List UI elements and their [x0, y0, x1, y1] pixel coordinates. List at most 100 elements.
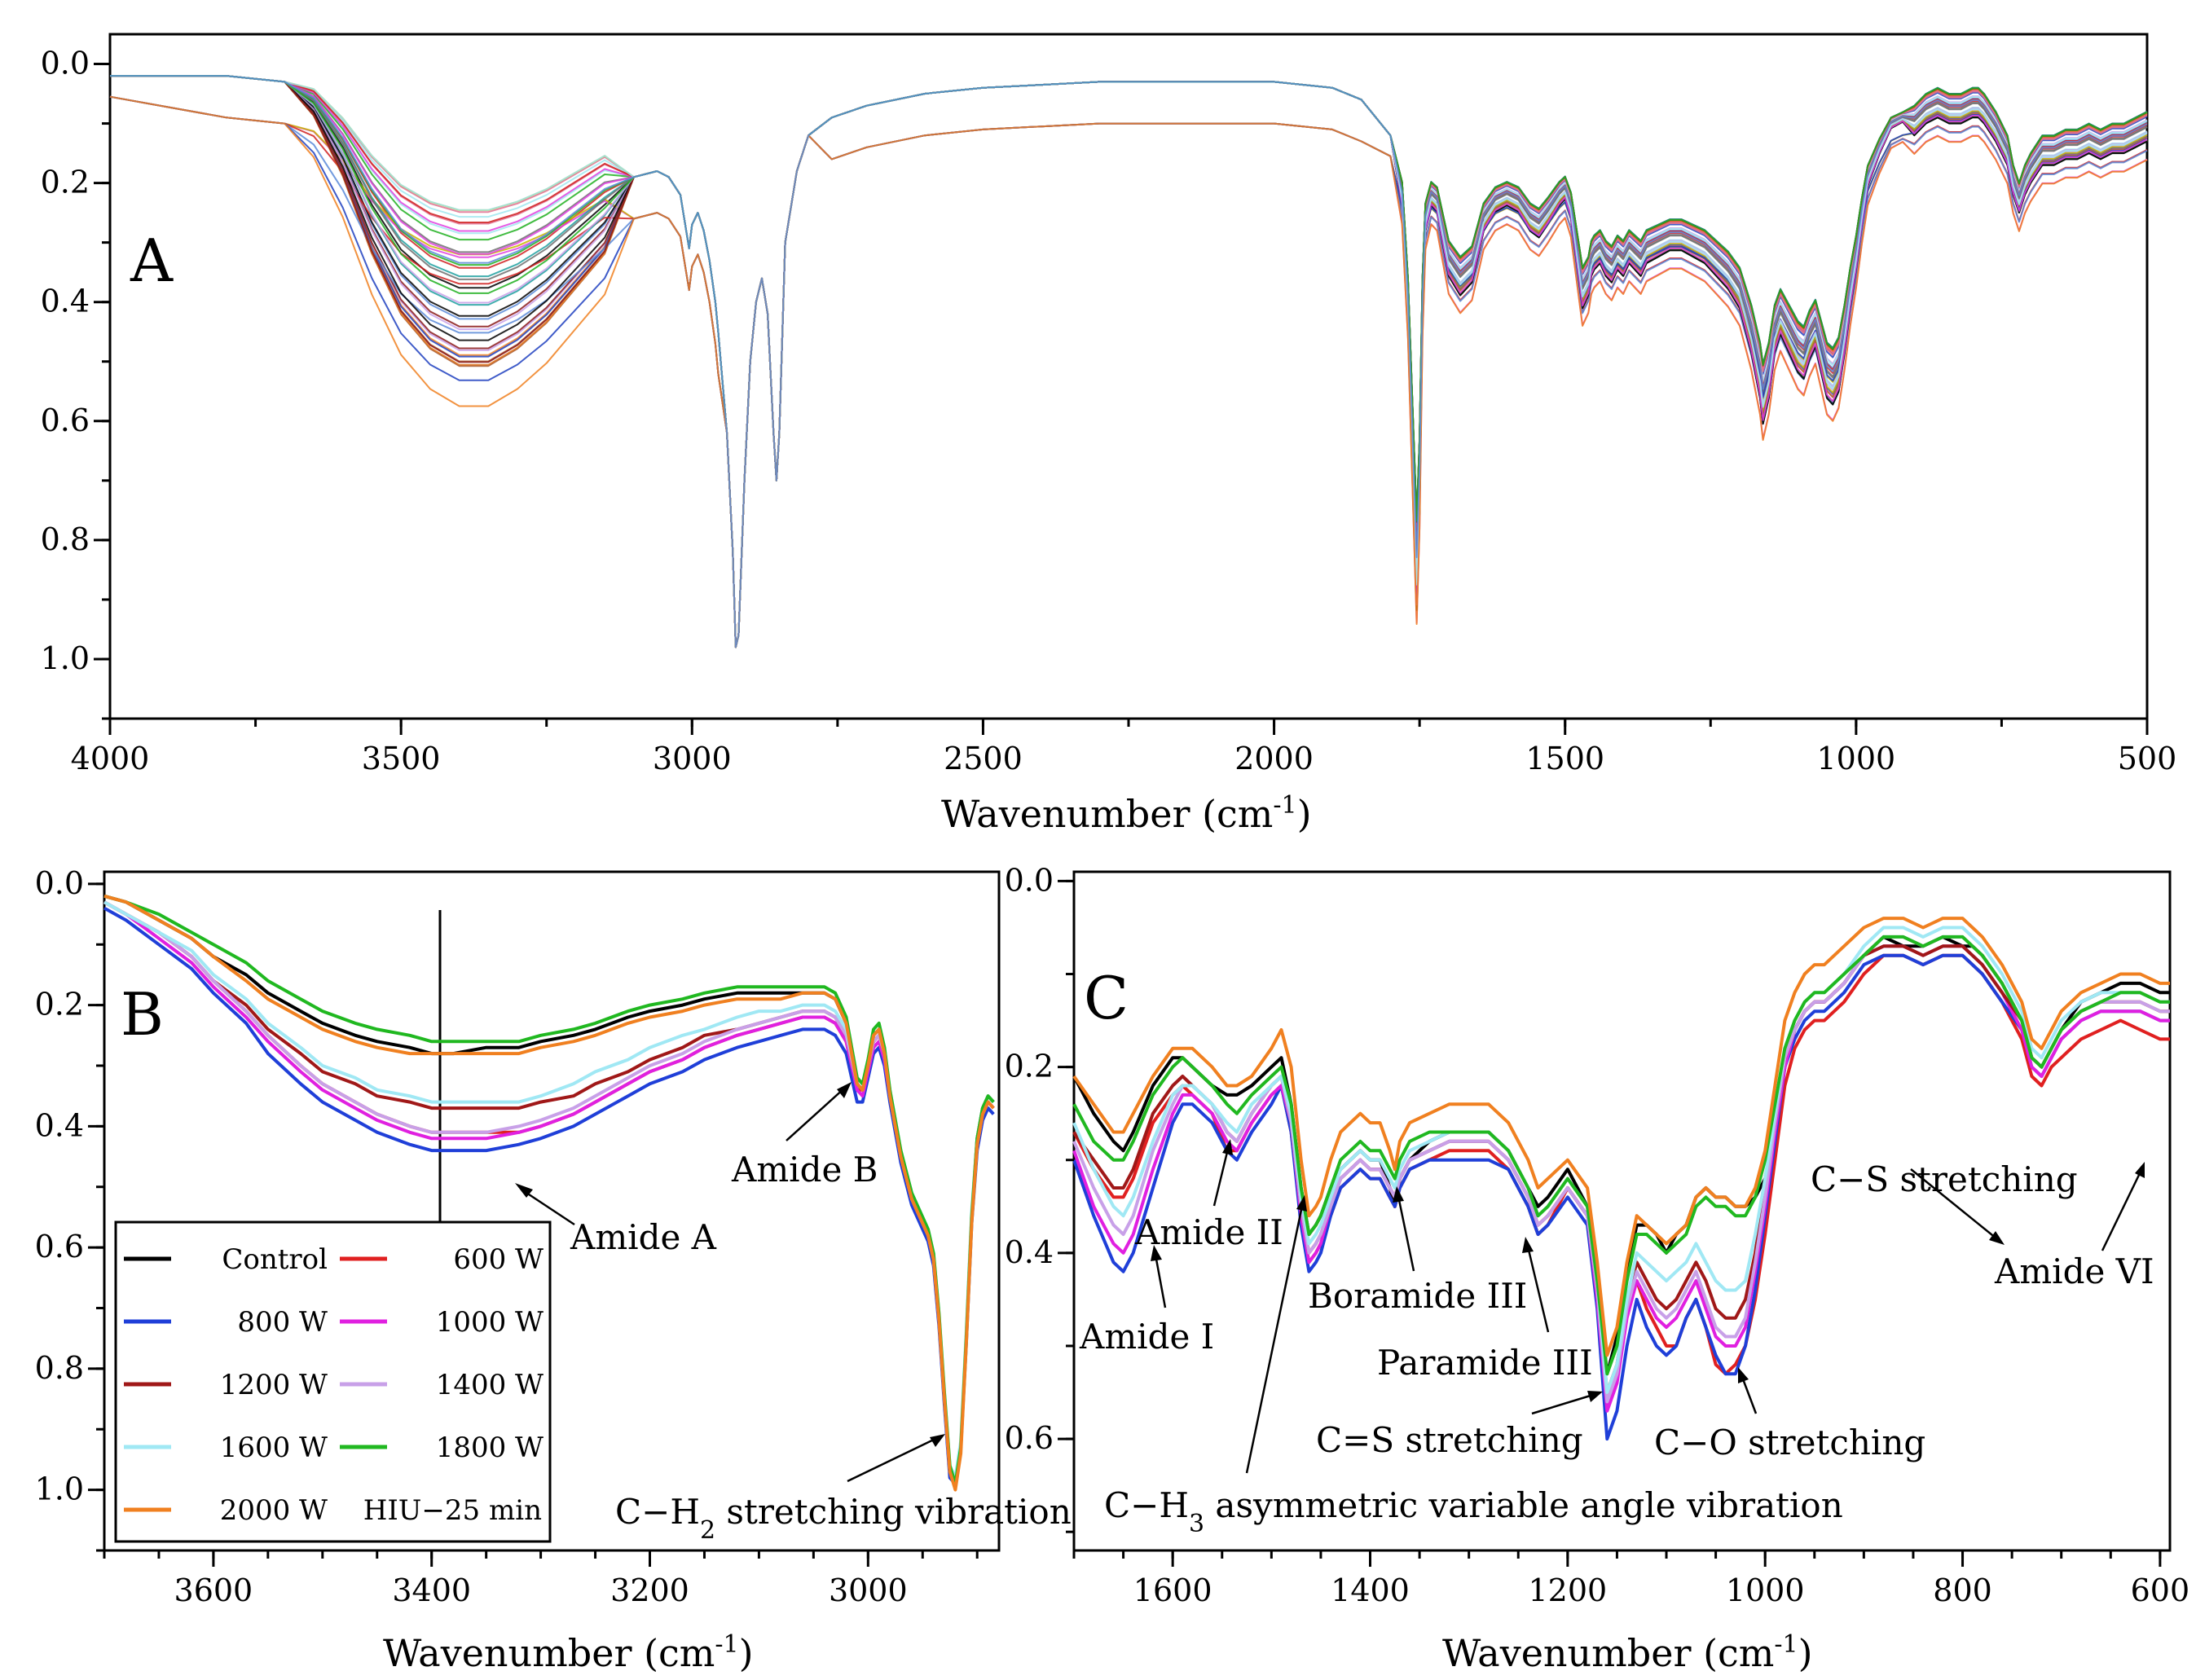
panel-b-label: B [121, 980, 164, 1049]
annotation-arrow-amide-ii [1212, 1148, 1230, 1207]
y-tick-label: 0.0 [41, 46, 90, 81]
panel-a-y-ticks: 0.0 0.2 0.4 0.6 0.8 1.0 [41, 46, 110, 720]
x-tick-label: 500 [2118, 741, 2177, 776]
panel-c: 1600 1400 1200 1000 800 600 0.0 0.2 0.4 0.6 C Wa… [1005, 862, 2190, 1675]
annotation-arrow-amide-i [1154, 1254, 1167, 1308]
annotation-c-s-stretching: C−S stretching [1811, 1159, 2078, 1199]
panel-c-y-ticks: 0.0 0.2 0.4 0.6 [1005, 862, 1074, 1533]
annotation-amide-a: Amide A [570, 1217, 717, 1257]
x-tick-label: 1000 [1726, 1572, 1805, 1608]
series-line-2000-w [103, 894, 995, 1492]
arrowhead-icon [1151, 1245, 1162, 1261]
annotation-arrow-ch3 [1245, 1205, 1304, 1474]
annotation-arrow-amide-b [786, 1087, 846, 1141]
arrowhead-icon [1738, 1367, 1749, 1383]
legend-title: HIU−25 min [363, 1494, 542, 1527]
legend-label: Control [222, 1243, 328, 1276]
annotation-arrow-cs-double [1531, 1393, 1594, 1415]
arrowhead-icon [1296, 1195, 1307, 1212]
annotation-amide-ii: Amide II [1134, 1212, 1283, 1252]
arrowhead-icon [1393, 1186, 1404, 1203]
annotation-amide-b: Amide B [731, 1150, 878, 1190]
panel-b-x-ticks: 3600 3400 3200 3000 [103, 1550, 979, 1608]
legend-label: 800 W [237, 1306, 328, 1339]
y-tick-label: 0.6 [1005, 1420, 1054, 1456]
x-tick-label: 3000 [829, 1572, 908, 1608]
y-tick-label: 0.6 [35, 1229, 84, 1264]
x-tick-label: 1000 [1816, 741, 1895, 776]
legend-label: 1400 W [436, 1369, 543, 1401]
legend-label: 1000 W [436, 1306, 543, 1339]
x-tick-label: 3000 [653, 741, 732, 776]
y-tick-label: 0.6 [41, 402, 90, 438]
legend-label: 600 W [453, 1243, 543, 1276]
panel-c-frame [1072, 870, 2172, 1552]
panel-b-frame [103, 870, 1001, 1552]
panel-b-x-axis-title: Wavenumber (cm-1) [383, 1630, 754, 1676]
panel-b-series-group [103, 894, 995, 1492]
annotation-ch2-stretching: C−H2 stretching vibration [615, 1492, 1072, 1545]
arrowhead-icon [1587, 1391, 1603, 1402]
x-tick-label: 4000 [71, 741, 150, 776]
x-tick-label: 800 [1933, 1572, 1992, 1608]
y-tick-label: 1.0 [35, 1471, 84, 1507]
y-tick-label: 0.2 [41, 165, 90, 200]
panel-c-annotations: Amide I Amide II Boramide III Paramide I… [1079, 1139, 2154, 1538]
arrowhead-icon [1522, 1237, 1534, 1253]
panel-b: 3600 3400 3200 3000 0.0 0.2 0.4 0.6 0.8 1.0 B Wa… [35, 865, 1072, 1675]
arrowhead-icon [930, 1434, 945, 1447]
x-tick-label: 2500 [944, 741, 1023, 776]
y-tick-label: 0.2 [35, 987, 84, 1023]
annotation-c-s-double-stretching: C=S stretching [1316, 1420, 1583, 1460]
legend-box [114, 1220, 552, 1543]
panel-b-legend: Control 600 W 800 W 1000 W 1200 W 1400 W 1600 … [114, 1220, 552, 1543]
y-tick-label: 0.4 [35, 1107, 84, 1143]
annotation-ch3-asymmetric: C−H3 asymmetric variable angle vibration [1104, 1485, 1843, 1538]
spectrum-line [110, 75, 2148, 649]
x-tick-label: 1200 [1528, 1572, 1607, 1608]
annotation-arrow-amide-vi [2101, 1171, 2142, 1251]
annotation-paramide-iii: Paramide III [1377, 1343, 1593, 1383]
annotation-amide-vi: Amide VI [1994, 1251, 2154, 1291]
legend-label: 1600 W [220, 1432, 328, 1464]
annotation-arrow-ch2 [847, 1436, 938, 1483]
panel-c-x-ticks: 1600 1400 1200 1000 800 600 [1072, 1550, 2190, 1608]
arrowhead-icon [1989, 1231, 2005, 1245]
panel-a-x-axis-title: Wavenumber (cm-1) [941, 791, 1312, 837]
series-line-1800-w [1072, 935, 2170, 1376]
panel-a: 4000 3500 3000 2500 2000 1500 1000 500 0.00.20.… [41, 33, 2177, 837]
x-tick-label: 3400 [392, 1572, 471, 1608]
y-tick-label: 0.0 [35, 865, 84, 901]
annotation-c-o-stretching: C−O stretching [1654, 1423, 1925, 1462]
y-tick-label: 1.0 [41, 640, 90, 676]
annotation-arrow-paramide-iii [1526, 1246, 1550, 1333]
arrowhead-icon [1222, 1139, 1233, 1155]
series-line-1600-w [1072, 926, 2170, 1394]
x-tick-label: 1400 [1331, 1572, 1410, 1608]
panel-a-x-ticks: 4000 3500 3000 2500 2000 1500 1000 500 [71, 719, 2177, 776]
x-tick-label: 3500 [362, 741, 441, 776]
panel-c-x-axis-title: Wavenumber (cm-1) [1442, 1630, 1813, 1676]
y-tick-label: 0.0 [1005, 862, 1054, 898]
arrowhead-icon [837, 1082, 852, 1098]
legend-label: 1800 W [436, 1432, 543, 1464]
y-tick-label: 0.4 [1005, 1234, 1054, 1270]
x-tick-label: 3200 [610, 1572, 689, 1608]
x-tick-label: 600 [2131, 1572, 2190, 1608]
x-tick-label: 1500 [1525, 741, 1604, 776]
arrowhead-icon [515, 1183, 533, 1198]
annotation-arrow-boramide-iii [1397, 1195, 1415, 1272]
y-tick-label: 0.2 [1005, 1049, 1054, 1084]
annotation-boramide-iii: Boramide III [1308, 1276, 1527, 1316]
x-tick-label: 3600 [174, 1572, 253, 1608]
x-tick-label: 1600 [1133, 1572, 1212, 1608]
arrowhead-icon [2135, 1162, 2145, 1178]
annotation-arrow-co [1741, 1376, 1758, 1414]
panel-c-label: C [1084, 964, 1129, 1032]
panel-b-annotations: Amide A Amide B C−H2 stretching vibratio… [515, 1082, 1072, 1545]
series-line-2000-w [1072, 917, 2170, 1357]
legend-label: 1200 W [220, 1369, 328, 1401]
legend-label: 2000 W [220, 1494, 328, 1527]
annotation-amide-i: Amide I [1079, 1317, 1214, 1357]
